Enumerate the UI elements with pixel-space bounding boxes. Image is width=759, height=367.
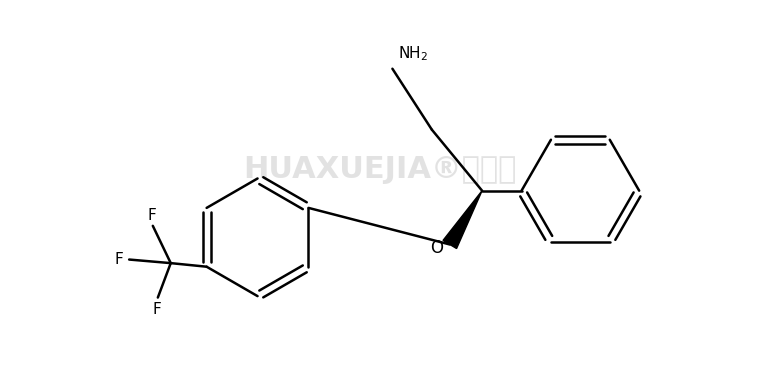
Text: HUAXUEJIA®化学加: HUAXUEJIA®化学加 [243, 155, 516, 184]
Text: O: O [430, 239, 443, 257]
Text: F: F [115, 252, 124, 267]
Text: F: F [152, 302, 161, 317]
Text: F: F [147, 208, 156, 223]
Polygon shape [443, 191, 482, 248]
Text: NH$_2$: NH$_2$ [398, 44, 428, 63]
